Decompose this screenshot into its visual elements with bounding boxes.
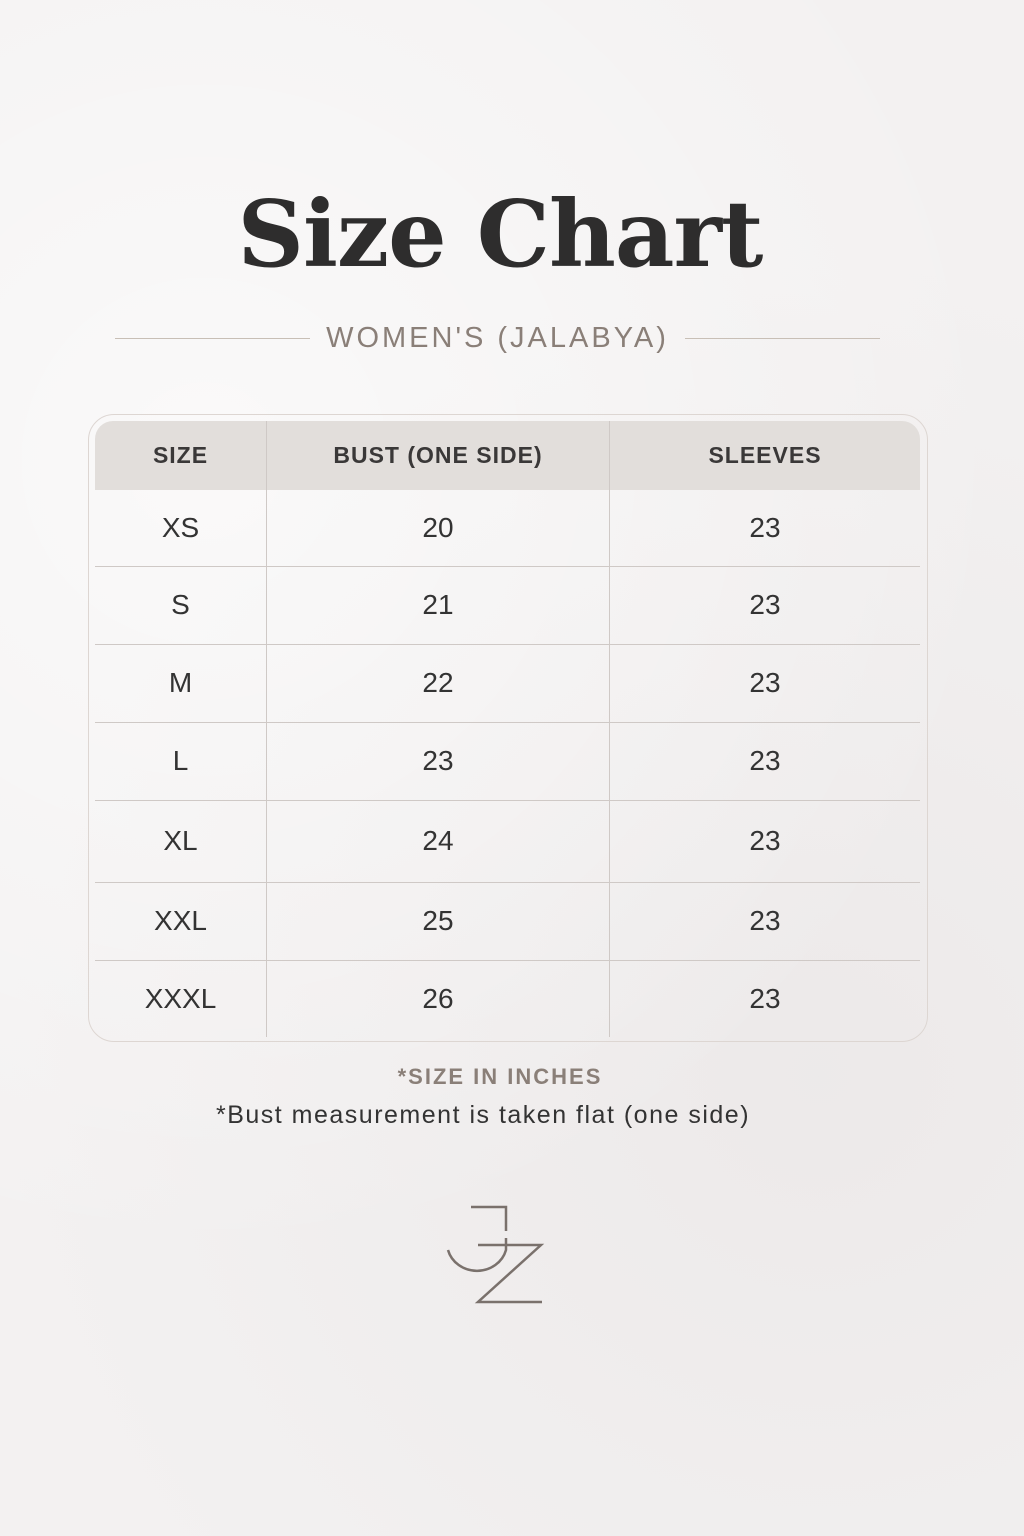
size-cell: XS — [161, 511, 200, 543]
bust-cell: 24 — [266, 799, 610, 882]
size-cell: S — [95, 565, 267, 644]
column-header: SIZE — [95, 421, 267, 490]
column-header: BUST (ONE SIDE) — [266, 421, 610, 490]
table-row: S 21 23 — [95, 565, 920, 644]
size-cell: XL — [95, 799, 267, 882]
sleeves-cell: 23 — [609, 721, 920, 800]
unit-note: *SIZE IN INCHES — [397, 1064, 603, 1089]
page-title: Size Chart — [237, 180, 764, 288]
size-cell: XXL — [95, 881, 267, 960]
table-row: XXL 25 23 — [95, 881, 920, 960]
table-row: XS 20 23 — [95, 490, 920, 566]
bust-cell: 21 — [266, 565, 610, 644]
table-card — [88, 414, 928, 1042]
logo-z — [474, 1243, 545, 1304]
table-row: M 22 23 — [95, 643, 920, 722]
bust-note: *Bust measurement is taken flat (one sid… — [215, 1101, 751, 1129]
logo-j-top — [471, 1205, 508, 1231]
table-row: L 23 23 — [95, 721, 920, 800]
table-header-row: SIZE BUST (ONE SIDE) SLEEVES — [95, 421, 920, 490]
size-cell: XXXL — [95, 959, 267, 1037]
sleeves-cell: 23 — [609, 799, 920, 882]
table-row: XXXL 26 23 — [95, 959, 920, 1037]
sleeves-cell: 23 — [609, 881, 920, 960]
bust-cell: 22 — [266, 643, 610, 722]
bust-cell: 26 — [266, 959, 610, 1037]
bust-cell: 25 — [266, 881, 610, 960]
subtitle-row: WOMEN'S (JALABYA) — [115, 318, 880, 358]
divider — [684, 337, 880, 339]
sleeves-cell: 23 — [609, 565, 920, 644]
divider — [115, 337, 311, 339]
table-row: XL 24 23 — [95, 799, 920, 882]
column-header: SLEEVES — [609, 421, 920, 490]
bust-cell: 20 — [266, 490, 610, 566]
logo-j-curve — [446, 1238, 508, 1273]
size-cell: M — [95, 643, 267, 722]
subtitle: WOMEN'S (JALABYA) — [326, 321, 669, 354]
sleeves-cell: 23 — [609, 490, 920, 566]
size-cell: L — [95, 721, 267, 800]
size-table: SIZE BUST (ONE SIDE) SLEEVES XS 20 23 S 21 23… — [95, 421, 920, 1037]
sleeves-cell: 23 — [609, 959, 920, 1037]
sleeves-cell: 23 — [609, 643, 920, 722]
bust-cell: 23 — [266, 721, 610, 800]
